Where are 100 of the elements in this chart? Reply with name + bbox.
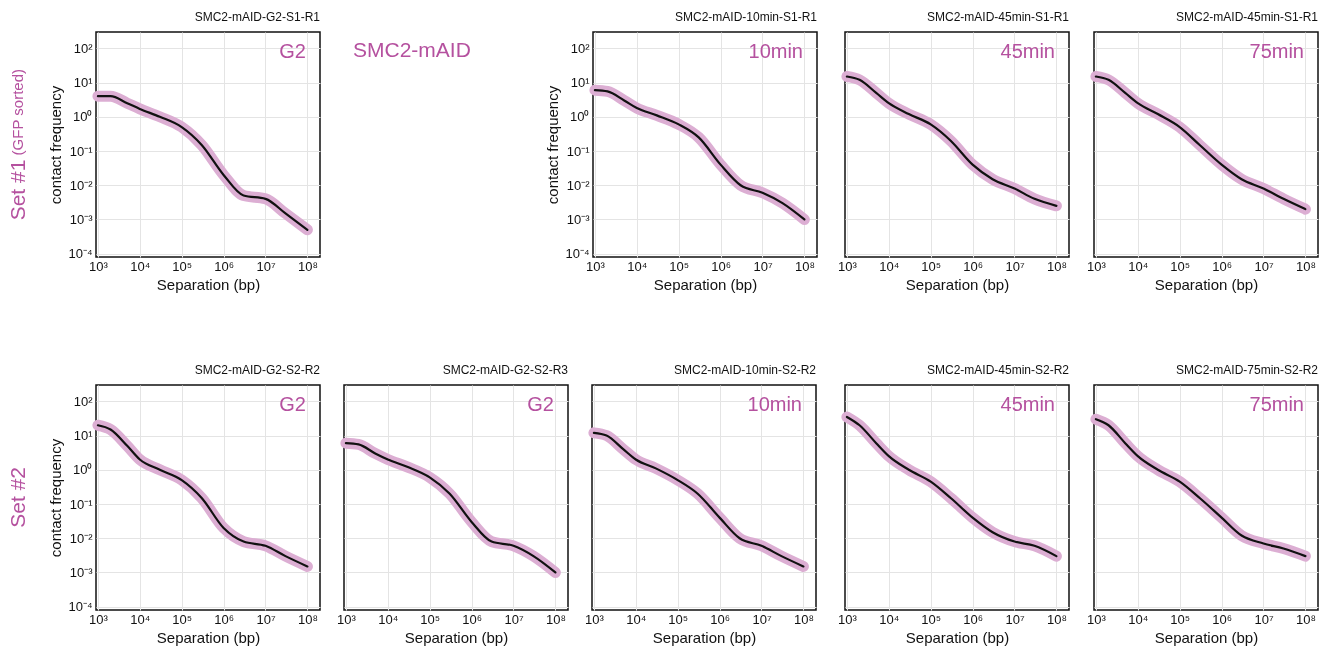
x-tick-label: 10⁸: [794, 258, 815, 274]
text: SMC2-mAID: [353, 38, 471, 62]
x-tick-label: 10⁷: [504, 611, 524, 627]
chart-title: SMC2-mAID-G2-S2-R2: [194, 363, 321, 377]
x-tick-label: 10³: [337, 611, 357, 627]
x-tick-label: 10⁶: [462, 611, 483, 627]
y-tick-label: 10⁻²: [69, 177, 94, 193]
annotation: 10min: [748, 40, 803, 62]
x-axis-title: Separation (bp): [1154, 628, 1259, 646]
x-tick-label: 10⁶: [710, 611, 731, 627]
x-tick-label: 10⁵: [668, 611, 689, 627]
x-tick-label: 10⁴: [879, 258, 900, 274]
x-tick-label: 10⁷: [1005, 611, 1025, 627]
x-axis-title: Separation (bp): [652, 628, 757, 646]
x-tick-label: 10⁸: [1295, 258, 1316, 274]
chart-title: SMC2-mAID-G2-S2-R3: [442, 363, 569, 377]
chart-title: SMC2-mAID-10min-S2-R2: [673, 363, 817, 377]
annotation: 10min: [747, 393, 802, 415]
y-axis-title: contact frequency: [544, 85, 562, 205]
x-tick-label: 10⁴: [879, 611, 900, 627]
y-tick-label: 10¹: [73, 75, 94, 91]
x-tick-label: 10⁶: [1212, 611, 1233, 627]
x-tick-label: 10⁵: [669, 258, 690, 274]
y-tick-label: 10⁻¹: [69, 143, 94, 159]
y-tick-label: 10⁻²: [566, 177, 591, 193]
text: (GFP sorted): [9, 69, 26, 158]
y-tick-label: 10⁻³: [69, 564, 94, 580]
x-axis-title: Separation (bp): [156, 275, 261, 293]
x-tick-label: 10⁵: [172, 611, 193, 627]
x-tick-label: 10⁵: [1170, 611, 1191, 627]
x-tick-label: 10⁵: [172, 258, 193, 274]
x-tick-label: 10⁸: [793, 611, 814, 627]
x-tick-label: 10⁸: [297, 258, 318, 274]
x-tick-label: 10⁷: [1254, 258, 1274, 274]
chart-title: SMC2-mAID-45min-S2-R2: [926, 363, 1070, 377]
x-tick-label: 10⁶: [963, 258, 984, 274]
chart-title: SMC2-mAID-45min-S1-R1: [1175, 10, 1319, 24]
y-tick-label: 10⁻²: [69, 530, 94, 546]
chart-title: SMC2-mAID-75min-S2-R2: [1175, 363, 1319, 377]
x-tick-label: 10³: [838, 611, 858, 627]
x-tick-label: 10³: [838, 258, 858, 274]
y-tick-label: 10⁰: [570, 109, 590, 125]
x-tick-label: 10⁴: [130, 611, 151, 627]
text: Set #2: [6, 467, 29, 528]
y-tick-label: 10¹: [73, 428, 94, 444]
y-tick-label: 10⁻¹: [69, 496, 94, 512]
x-tick-label: 10⁷: [256, 258, 276, 274]
annotation: 45min: [1000, 40, 1055, 62]
x-tick-label: 10⁵: [921, 611, 942, 627]
x-tick-label: 10⁴: [130, 258, 151, 274]
y-tick-label: 10²: [73, 40, 94, 56]
annotation: 75min: [1249, 393, 1304, 415]
x-tick-label: 10⁸: [297, 611, 318, 627]
y-tick-label: 10⁰: [73, 109, 93, 125]
x-axis-title: Separation (bp): [905, 628, 1010, 646]
x-tick-label: 10³: [585, 611, 605, 627]
annotation: G2: [279, 393, 306, 415]
x-axis-title: Separation (bp): [653, 275, 758, 293]
x-tick-label: 10⁷: [256, 611, 276, 627]
y-tick-label: 10⁻¹: [566, 143, 591, 159]
annotation: 75min: [1249, 40, 1304, 62]
x-axis-title: Separation (bp): [1154, 275, 1259, 293]
x-tick-label: 10⁴: [626, 611, 647, 627]
x-tick-label: 10⁶: [214, 611, 235, 627]
y-axis-title: contact frequency: [47, 85, 65, 205]
x-tick-label: 10⁸: [545, 611, 566, 627]
annotation: G2: [527, 393, 554, 415]
x-tick-label: 10⁷: [753, 258, 773, 274]
x-tick-label: 10⁴: [627, 258, 648, 274]
x-axis-title: Separation (bp): [905, 275, 1010, 293]
x-tick-label: 10⁵: [420, 611, 441, 627]
y-axis-title: contact frequency: [47, 438, 65, 558]
y-tick-label: 10⁻³: [566, 211, 591, 227]
y-tick-label: 10²: [73, 393, 94, 409]
y-tick-label: 10²: [570, 40, 591, 56]
x-tick-label: 10⁵: [921, 258, 942, 274]
x-tick-label: 10⁷: [752, 611, 772, 627]
x-axis-title: Separation (bp): [156, 628, 261, 646]
x-tick-label: 10⁸: [1046, 258, 1067, 274]
x-tick-label: 10⁷: [1005, 258, 1025, 274]
y-tick-label: 10⁻³: [69, 211, 94, 227]
y-tick-label: 10¹: [570, 75, 591, 91]
y-tick-label: 10⁰: [73, 462, 93, 478]
x-tick-label: 10⁸: [1046, 611, 1067, 627]
annotation: 45min: [1000, 393, 1055, 415]
x-tick-label: 10⁵: [1170, 258, 1191, 274]
x-tick-label: 10⁶: [711, 258, 732, 274]
x-tick-label: 10⁶: [214, 258, 235, 274]
x-tick-label: 10³: [1087, 611, 1107, 627]
chart-title: SMC2-mAID-10min-S1-R1: [674, 10, 818, 24]
annotation: G2: [279, 40, 306, 62]
x-tick-label: 10⁸: [1295, 611, 1316, 627]
x-axis-title: Separation (bp): [404, 628, 509, 646]
x-tick-label: 10⁴: [378, 611, 399, 627]
text: Set #1: [6, 159, 29, 221]
x-tick-label: 10⁶: [963, 611, 984, 627]
x-tick-label: 10⁷: [1254, 611, 1274, 627]
chart-title: SMC2-mAID-G2-S1-R1: [194, 10, 321, 24]
x-tick-label: 10⁶: [1212, 258, 1233, 274]
x-tick-label: 10³: [1087, 258, 1107, 274]
